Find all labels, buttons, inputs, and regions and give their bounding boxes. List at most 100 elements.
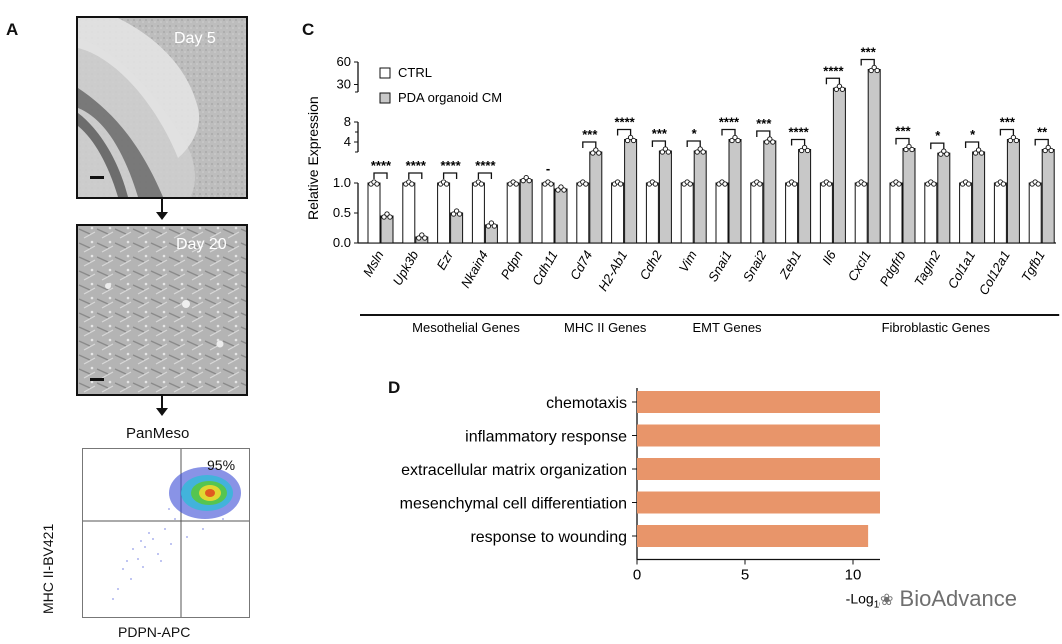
bar-ctrl-Cd74 — [576, 182, 590, 244]
significance-stars: **** — [475, 158, 496, 173]
bar-pda-Pdpn — [519, 179, 533, 244]
point-pda — [735, 137, 741, 144]
significance-stars: **** — [371, 158, 392, 173]
significance-stars: *** — [756, 116, 772, 131]
bar-ctrl-Cxcl1 — [854, 182, 868, 244]
category-label-Vim: Vim — [676, 248, 700, 275]
significance-bracket — [790, 138, 806, 146]
significance-bracket — [860, 58, 875, 66]
scale-bar — [90, 176, 104, 179]
point-ctrl — [861, 181, 867, 187]
category-label-Cdh2: Cdh2 — [636, 247, 665, 282]
point-pda — [700, 149, 706, 155]
point-pda — [868, 67, 874, 74]
significance-stars: **** — [823, 63, 844, 78]
point-pda — [770, 139, 776, 145]
point-pda — [555, 187, 561, 193]
significance-stars: **** — [788, 125, 809, 140]
bar-ctrl-Ezr — [437, 182, 451, 244]
y-tick-label: 0.0 — [333, 235, 351, 250]
bar-pda-H2-Ab1 — [624, 139, 638, 244]
point-ctrl — [687, 181, 693, 187]
point-pda — [972, 150, 979, 156]
x-axis-label-sub: 10 — [874, 600, 880, 611]
point-ctrl — [791, 181, 798, 187]
panel-a-letter: A — [6, 20, 19, 39]
category-label-Snai2: Snai2 — [740, 247, 770, 284]
category-label: mesenchymal cell differentiation — [400, 496, 627, 513]
point-ctrl — [757, 181, 763, 187]
y-tick-label: 1.0 — [333, 175, 351, 190]
point-pda — [624, 137, 631, 144]
significance-bracket — [756, 130, 771, 137]
bar-inflammatory-response — [637, 424, 880, 447]
arrow-down-2 — [161, 396, 163, 410]
significance-stars: **** — [406, 158, 427, 173]
arrow-down-1 — [161, 198, 163, 214]
bar-pda-Il6 — [832, 87, 846, 244]
point-ctrl — [374, 181, 380, 187]
point-ctrl — [931, 181, 937, 187]
y-tick-label: 8 — [344, 114, 351, 129]
category-label-Ezr: Ezr — [433, 247, 456, 272]
bar-ctrl-Col12a1 — [993, 182, 1007, 244]
category-label-Il6: Il6 — [819, 247, 839, 267]
significance-stars: *** — [652, 126, 668, 141]
point-pda — [944, 151, 950, 157]
point-ctrl — [1035, 181, 1041, 187]
category-label-Tgfb1: Tgfb1 — [1018, 248, 1048, 284]
point-ctrl — [965, 181, 972, 187]
bar-ctrl-Nkain4 — [471, 182, 485, 244]
bar-ctrl-Zeb1 — [785, 182, 799, 244]
category-label-Nkain4: Nkain4 — [458, 248, 491, 291]
y-tick-label: 60 — [337, 54, 351, 69]
bar-chemotaxis — [637, 391, 880, 413]
category-label-Upk3b: Upk3b — [390, 248, 422, 288]
bar-ctrl-Cdh2 — [645, 182, 659, 244]
micrograph-day5: Day 5 — [76, 16, 248, 199]
point-ctrl — [583, 181, 589, 187]
category-label-Snai1: Snai1 — [705, 248, 735, 284]
significance-bracket — [616, 128, 632, 136]
legend-label-pda: PDA organoid CM — [398, 90, 502, 105]
point-pda — [630, 137, 637, 144]
arrow-down-icon — [156, 212, 168, 220]
bar-ctrl-H2-Ab1 — [611, 182, 625, 244]
category-label-Pdpn: Pdpn — [498, 248, 526, 282]
point-ctrl — [896, 181, 902, 187]
bar-ctrl-Tagln2 — [924, 182, 938, 244]
point-ctrl — [826, 181, 833, 187]
micrograph-day5-image — [78, 18, 246, 197]
significance-bracket — [651, 140, 667, 147]
bar-pda-Zeb1 — [798, 149, 812, 244]
point-pda — [419, 232, 425, 238]
y-tick-label: 30 — [337, 77, 351, 92]
group-label: Mesothelial Genes — [412, 320, 520, 335]
significance-stars: * — [935, 128, 941, 143]
category-label-Tagln2: Tagln2 — [911, 247, 944, 289]
point-pda — [839, 86, 846, 92]
scale-bar — [90, 378, 104, 381]
point-ctrl — [513, 181, 519, 187]
category-label-H2-Ab1: H2-Ab1 — [595, 248, 630, 294]
point-pda — [387, 214, 393, 220]
point-pda — [590, 150, 596, 156]
significance-bracket — [964, 141, 980, 148]
significance-bracket — [930, 142, 945, 150]
significance-bracket — [477, 172, 493, 179]
significance-stars: *** — [895, 124, 911, 139]
bar-ctrl-Snai1 — [715, 182, 729, 244]
point-pda — [485, 223, 492, 229]
bar-pda-Cdh2 — [658, 150, 672, 244]
bar-pda-Ezr — [450, 212, 464, 244]
point-pda — [874, 67, 880, 74]
watermark-text: BioAdvance — [899, 586, 1017, 611]
bar-ctrl-Msln — [367, 182, 381, 244]
point-pda — [523, 175, 529, 181]
point-pda — [729, 137, 735, 144]
point-pda — [596, 150, 602, 156]
significance-bracket — [999, 128, 1015, 136]
point-pda — [456, 211, 463, 217]
point-pda — [903, 146, 909, 153]
point-pda — [381, 214, 387, 220]
